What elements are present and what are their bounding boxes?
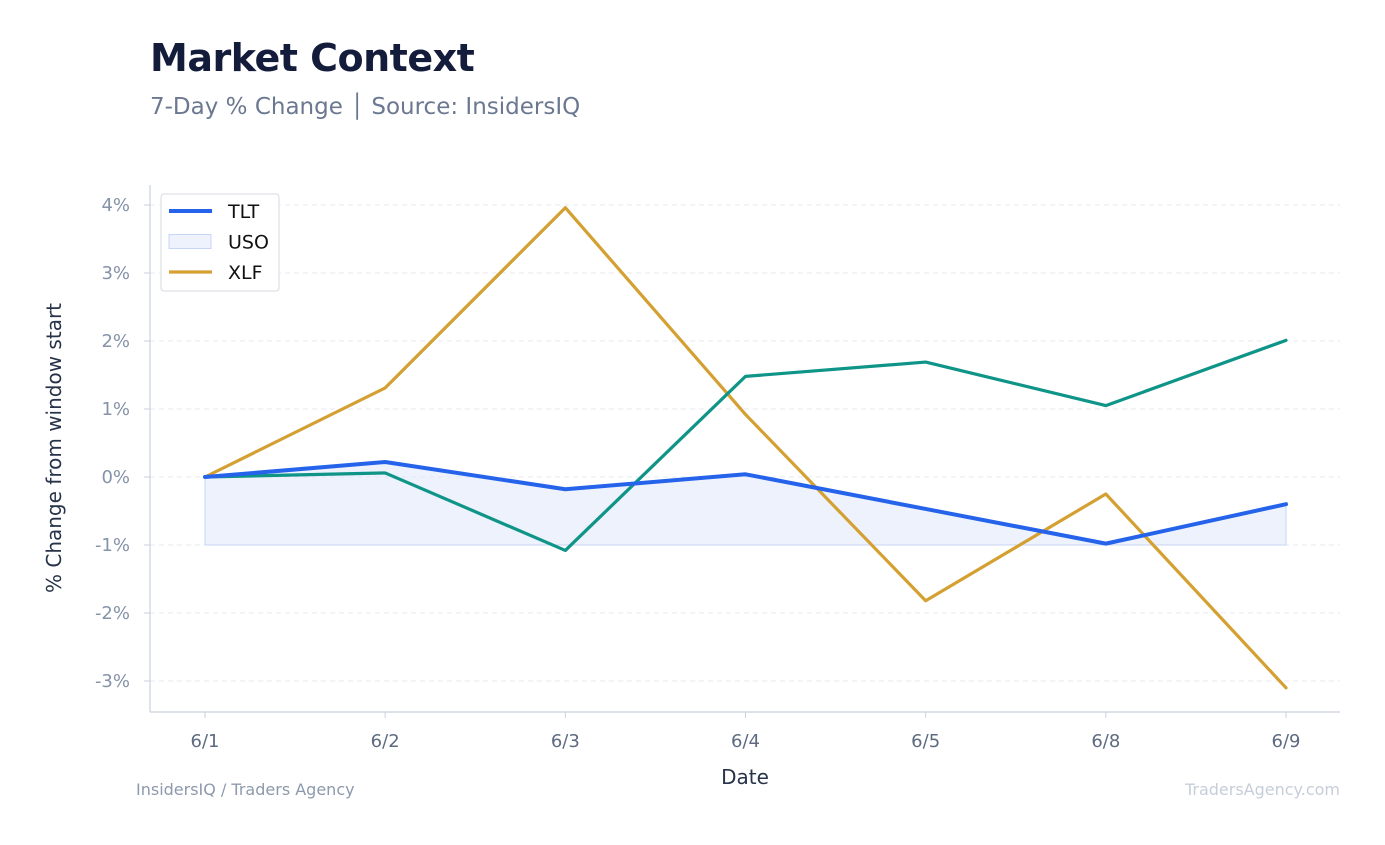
legend: TLT USO XLF [160, 193, 280, 292]
x-tick-label: 6/8 [1091, 731, 1120, 752]
footer-watermark: TradersAgency.com [1184, 780, 1340, 799]
series-lines [203, 206, 1288, 690]
grid-lines [150, 204, 1340, 682]
series-line-tlt [203, 460, 1288, 546]
y-tick-labels: -3% -2% -1% 0% 1% 2% 3% 4% [95, 195, 130, 692]
series-line-teal [203, 338, 1288, 553]
y-tick-label: 1% [101, 399, 130, 420]
y-tick-label: 4% [101, 195, 130, 216]
x-tick-label: 6/3 [551, 731, 580, 752]
y-tick-label: 2% [101, 331, 130, 352]
chart-title: Market Context [150, 36, 475, 80]
chart-subtitle: 7-Day % Change │ Source: InsidersIQ [150, 94, 581, 120]
legend-box [160, 193, 280, 292]
legend-swatch-uso [168, 234, 212, 249]
x-tick-label: 6/5 [911, 731, 940, 752]
y-axis-title: % Change from window start [42, 303, 66, 593]
axes [144, 185, 1340, 718]
y-tick-label: -1% [95, 535, 130, 556]
legend-label-tlt: TLT [227, 201, 260, 223]
x-tick-label: 6/4 [731, 731, 760, 752]
x-axis-title: Date [721, 765, 769, 789]
y-tick-label: 0% [101, 467, 130, 488]
legend-label-xlf: XLF [228, 262, 263, 284]
y-tick-label: -3% [95, 671, 130, 692]
x-tick-label: 6/2 [371, 731, 400, 752]
footer-attribution: InsidersIQ / Traders Agency [136, 780, 355, 799]
y-tick-label: 3% [101, 263, 130, 284]
y-tick-label: -2% [95, 603, 130, 624]
series-line-xlf [203, 206, 1288, 690]
x-tick-label: 6/9 [1272, 731, 1301, 752]
x-tick-labels: 6/1 6/2 6/3 6/4 6/5 6/8 6/9 [191, 731, 1301, 752]
x-tick-label: 6/1 [191, 731, 220, 752]
legend-label-uso: USO [228, 232, 269, 254]
